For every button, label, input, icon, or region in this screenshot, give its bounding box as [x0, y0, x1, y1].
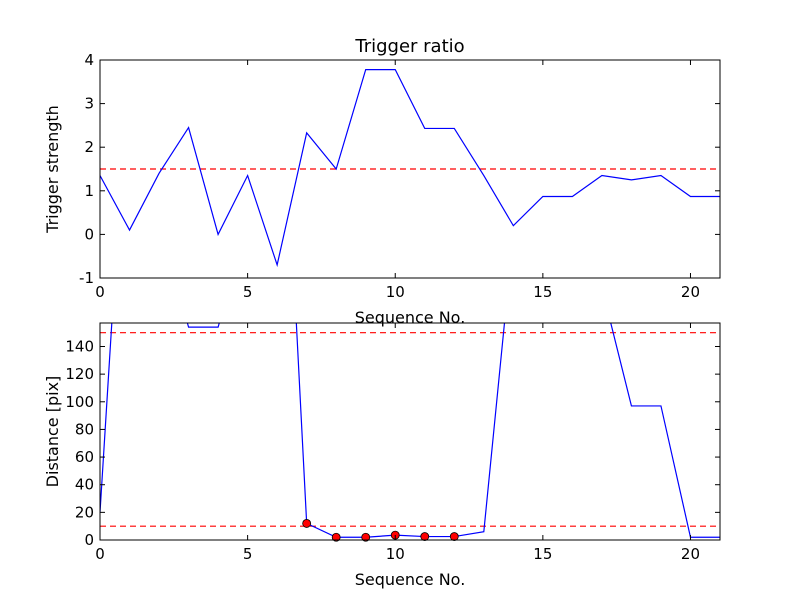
- x-tick-label: 20: [681, 283, 700, 301]
- y-tick-label: 1: [84, 182, 94, 200]
- data-point-marker: [449, 532, 459, 541]
- data-point-marker: [420, 532, 430, 541]
- y-tick-label: 2: [84, 138, 94, 156]
- y-tick-label: 3: [84, 95, 94, 113]
- y-axis-label: Distance [pix]: [43, 376, 62, 488]
- x-tick-label: 10: [386, 283, 405, 301]
- x-tick-label: 0: [95, 283, 105, 301]
- y-tick-label: 140: [65, 337, 94, 355]
- y-tick-label: 40: [75, 476, 94, 494]
- y-tick-label: 100: [65, 393, 94, 411]
- y-tick-label: 80: [75, 420, 94, 438]
- data-point-marker: [331, 532, 341, 542]
- x-tick-label: 15: [533, 283, 552, 301]
- series-line: [100, 323, 720, 538]
- x-tick-label: 5: [243, 545, 253, 563]
- y-tick-label: 0: [84, 225, 94, 243]
- plot-area: [100, 68, 720, 268]
- axes-frame: [99, 322, 721, 541]
- y-tick-label: -1: [79, 269, 94, 287]
- data-point-marker: [361, 532, 371, 542]
- x-tick-label: 10: [386, 545, 405, 563]
- data-point-marker: [302, 519, 312, 528]
- x-tick-label: 15: [533, 545, 552, 563]
- x-tick-label: 5: [243, 283, 253, 301]
- x-axis-label: Sequence No.: [355, 570, 466, 589]
- chart-title: Trigger ratio: [354, 36, 464, 57]
- y-tick-label: 0: [84, 531, 94, 549]
- x-axis-label: Sequence No.: [355, 308, 466, 327]
- distance-panel: 0 5 10 15 20 0 20 40 60 80 100 120 140 Sequence No. Di…: [43, 322, 721, 589]
- series-line: [100, 68, 720, 268]
- y-axis-label: Trigger strength: [43, 105, 62, 234]
- y-tick-label: 120: [65, 365, 94, 383]
- y-tick-label: 4: [84, 51, 94, 69]
- x-tick-label: 20: [681, 545, 700, 563]
- axes-frame: [99, 59, 721, 279]
- x-tick-label: 0: [95, 545, 105, 563]
- plot-area: [100, 323, 720, 538]
- y-tick-label: 20: [75, 503, 94, 521]
- y-tick-label: 60: [75, 448, 94, 466]
